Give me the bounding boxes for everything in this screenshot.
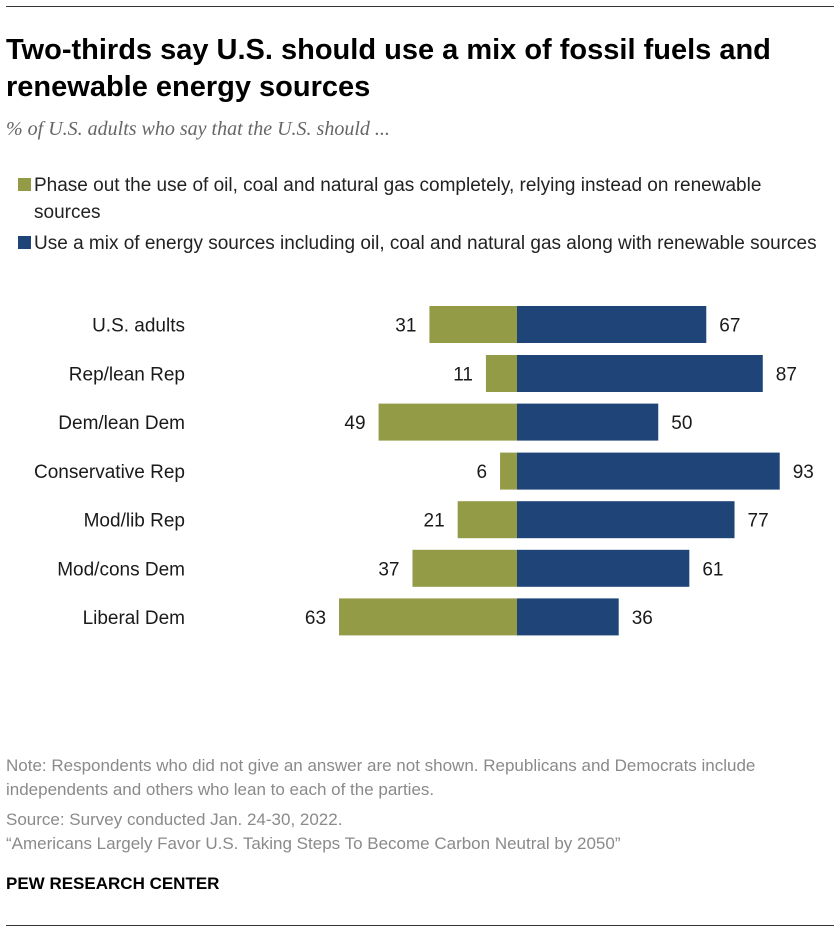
value-label-mix-rep-lean-rep: 87 xyxy=(776,365,797,386)
bar-mix-mod-cons-dem xyxy=(517,549,690,587)
bar-mix-mod-lib-rep xyxy=(517,501,735,539)
category-label-conservative-rep: Conservative Rep xyxy=(34,462,185,483)
org-name: PEW RESEARCH CENTER xyxy=(6,874,220,893)
value-label-phase-out-mod-lib-rep: 21 xyxy=(424,511,445,532)
legend-swatch-mix xyxy=(18,236,31,249)
value-label-mix-dem-lean-dem: 50 xyxy=(671,413,692,434)
bar-phase-out-u-s-adults xyxy=(429,306,517,343)
legend-item-phase-out: Phase out the use of oil, coal and natur… xyxy=(18,172,824,226)
legend-item-mix: Use a mix of energy sources including oi… xyxy=(18,230,824,257)
value-label-phase-out-conservative-rep: 6 xyxy=(476,462,487,483)
category-label-mod-cons-dem: Mod/cons Dem xyxy=(57,559,185,580)
bar-phase-out-rep-lean-rep xyxy=(485,355,517,392)
legend-label-phase-out: Phase out the use of oil, coal and natur… xyxy=(34,175,762,223)
bar-mix-u-s-adults xyxy=(517,306,707,343)
value-label-phase-out-rep-lean-rep: 11 xyxy=(453,365,473,386)
value-label-phase-out-u-s-adults: 31 xyxy=(395,316,416,337)
bar-mix-conservative-rep xyxy=(517,452,780,490)
bottom-rule xyxy=(6,925,834,926)
footnote: Note: Respondents who did not give an an… xyxy=(6,756,756,799)
value-label-phase-out-liberal-dem: 63 xyxy=(305,608,326,629)
top-rule xyxy=(6,6,834,7)
category-label-rep-lean-rep: Rep/lean Rep xyxy=(69,365,185,386)
category-label-mod-lib-rep: Mod/lib Rep xyxy=(84,511,185,532)
value-label-mix-liberal-dem: 36 xyxy=(632,608,653,629)
value-label-mix-conservative-rep: 93 xyxy=(793,462,814,483)
value-label-phase-out-mod-cons-dem: 37 xyxy=(378,559,399,580)
chart-title: Two-thirds say U.S. should use a mix of … xyxy=(6,34,771,103)
category-label-liberal-dem: Liberal Dem xyxy=(83,608,185,629)
legend-swatch-phase-out xyxy=(18,178,31,191)
value-label-mix-mod-lib-rep: 77 xyxy=(748,511,769,532)
bar-phase-out-conservative-rep xyxy=(500,452,517,490)
value-label-mix-mod-cons-dem: 61 xyxy=(702,559,723,580)
source-line: Source: Survey conducted Jan. 24-30, 202… xyxy=(6,810,343,829)
legend-label-mix: Use a mix of energy sources including oi… xyxy=(34,233,817,254)
value-label-phase-out-dem-lean-dem: 49 xyxy=(344,413,365,434)
report-title: “Americans Largely Favor U.S. Taking Ste… xyxy=(6,834,621,853)
bar-mix-liberal-dem xyxy=(517,598,619,636)
bar-phase-out-dem-lean-dem xyxy=(378,403,517,441)
category-label-dem-lean-dem: Dem/lean Dem xyxy=(58,413,185,434)
bar-phase-out-liberal-dem xyxy=(339,598,517,636)
bar-mix-dem-lean-dem xyxy=(517,403,659,441)
bar-phase-out-mod-cons-dem xyxy=(412,549,517,587)
chart-subtitle: % of U.S. adults who say that the U.S. s… xyxy=(6,118,390,140)
bar-phase-out-mod-lib-rep xyxy=(457,501,517,539)
category-label-u-s-adults: U.S. adults xyxy=(92,316,185,337)
bar-mix-rep-lean-rep xyxy=(517,355,763,392)
bar-chart: U.S. adults 31 67 Rep/lean Rep 11 87 Dem/lean … xyxy=(34,306,814,636)
value-label-mix-u-s-adults: 67 xyxy=(719,316,740,337)
